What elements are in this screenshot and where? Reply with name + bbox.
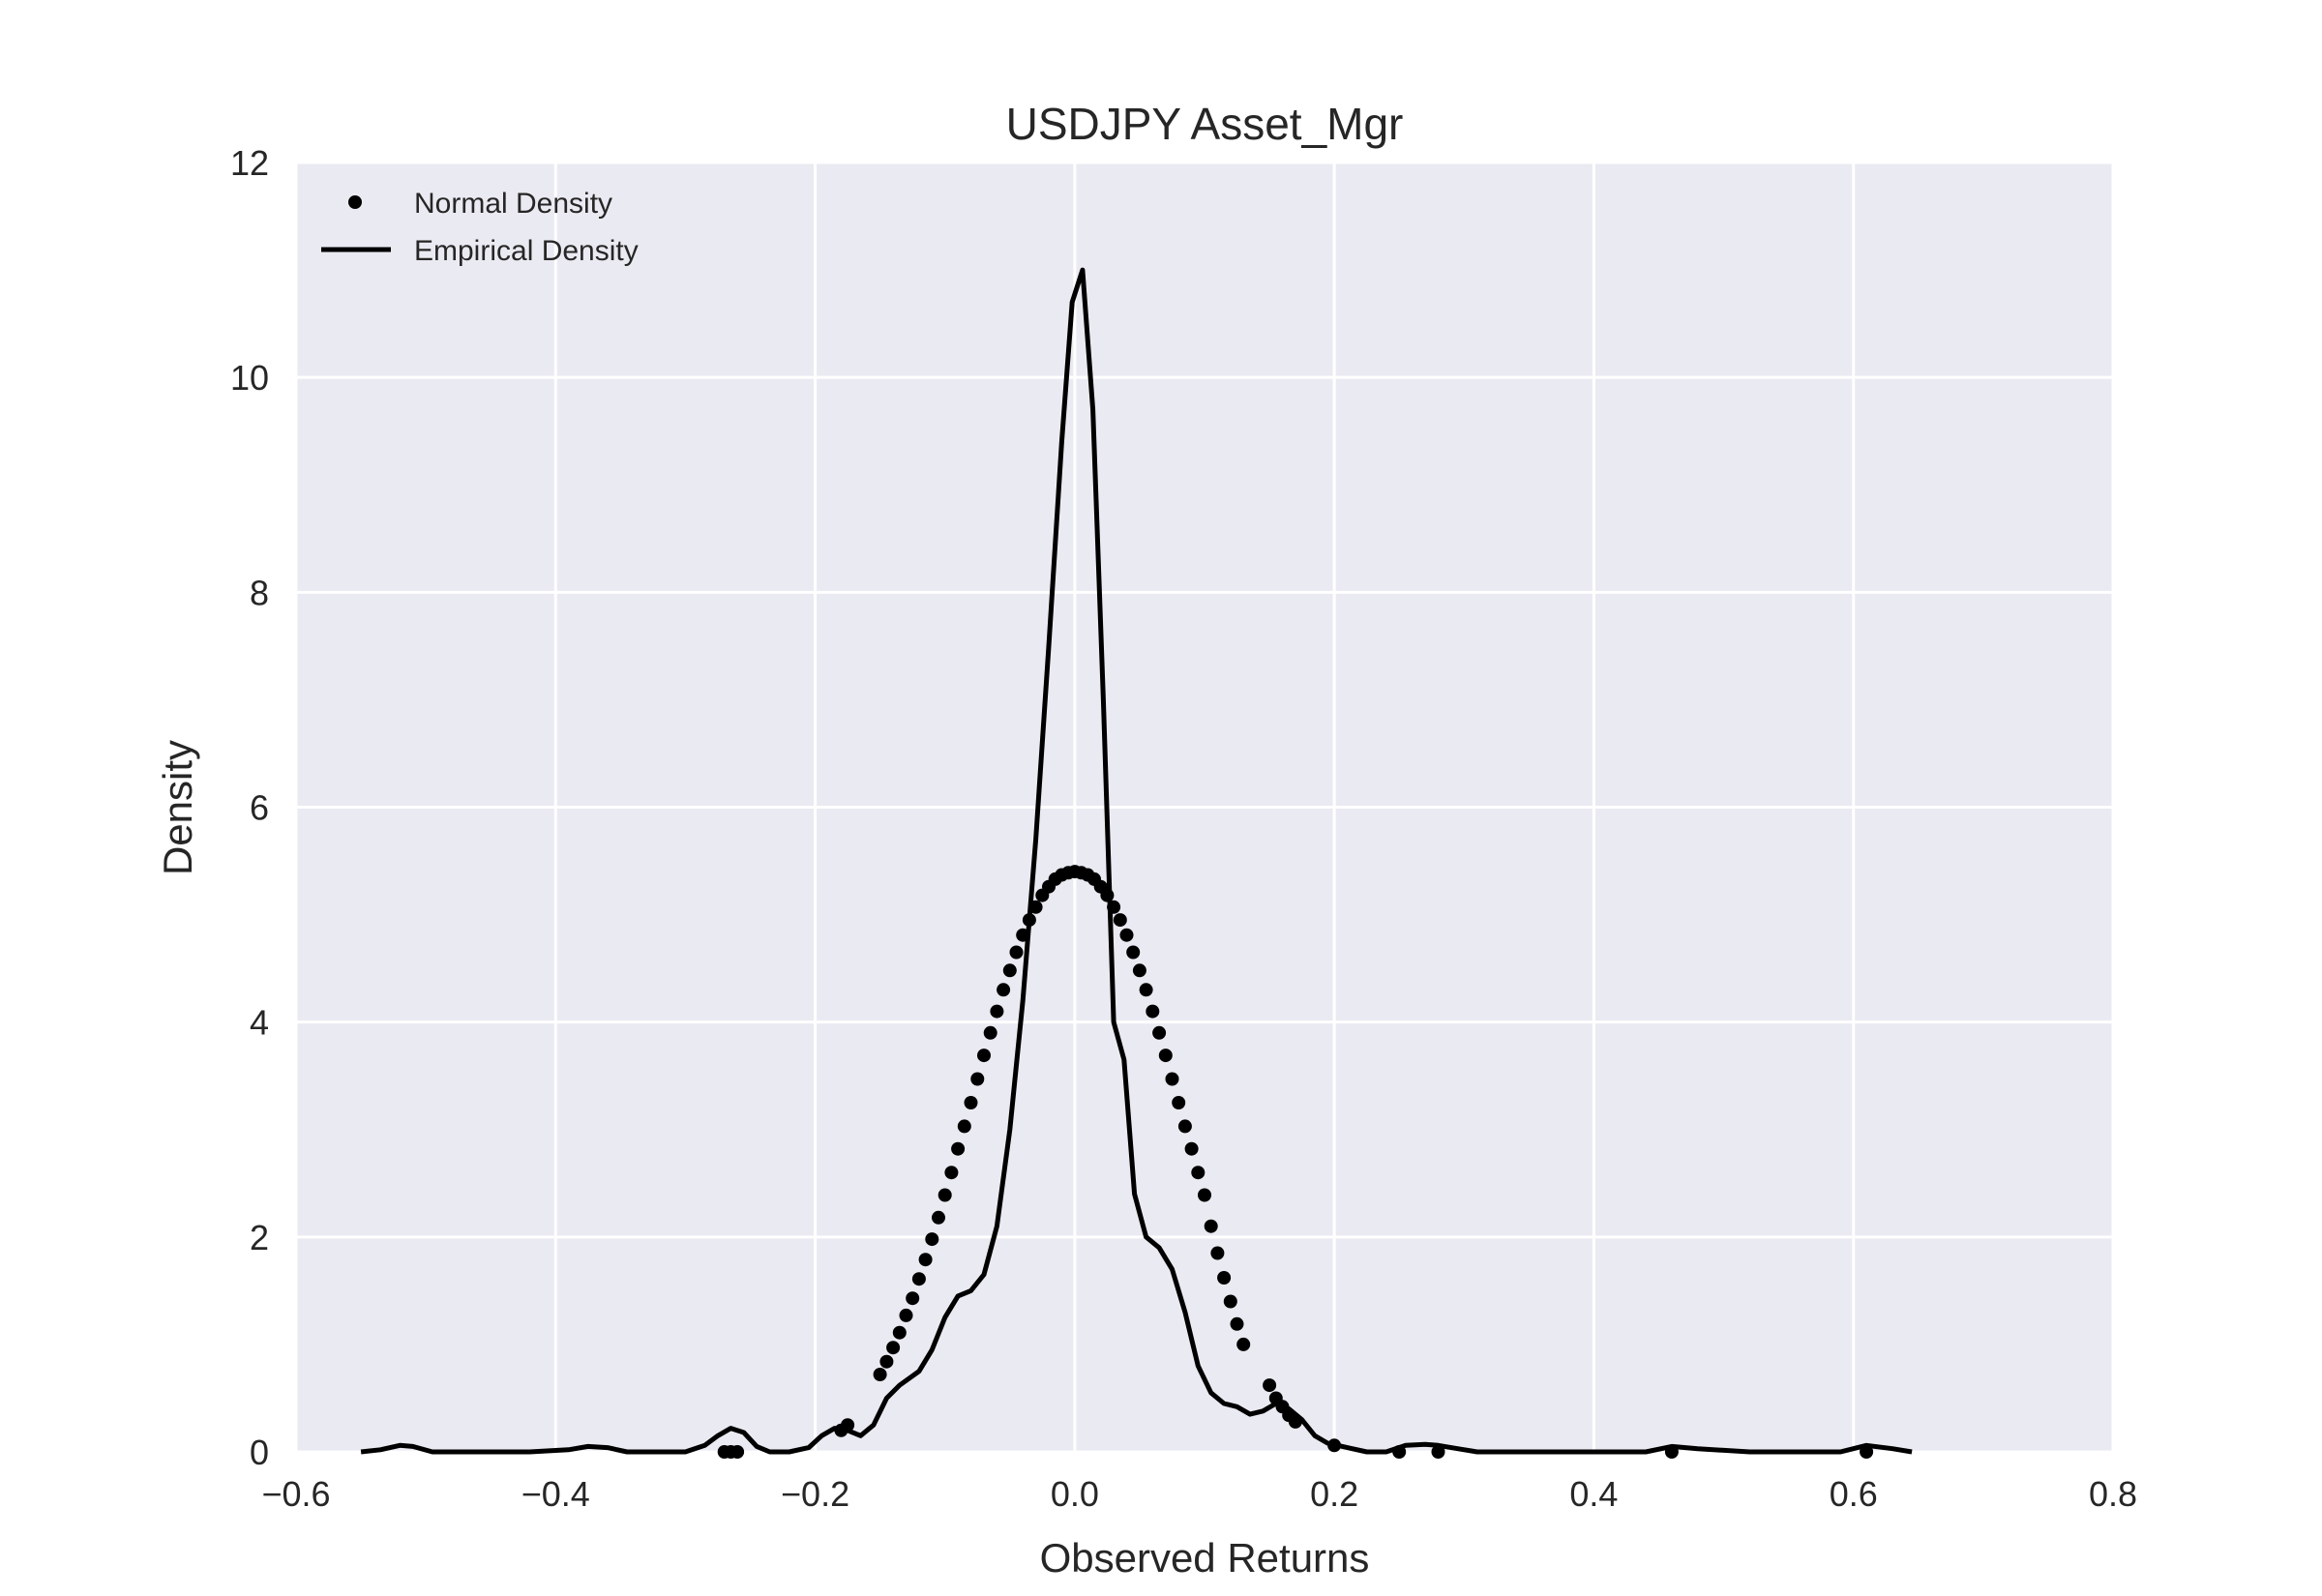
normal-density-point bbox=[841, 1418, 855, 1433]
normal-density-point bbox=[1210, 1246, 1225, 1260]
normal-density-point bbox=[1198, 1188, 1211, 1202]
normal-density-point bbox=[1263, 1378, 1277, 1393]
series-layer bbox=[360, 267, 1913, 1459]
normal-density-point bbox=[1172, 1096, 1186, 1109]
normal-density-point bbox=[1158, 1049, 1173, 1063]
normal-density-point bbox=[1177, 1119, 1192, 1134]
normal-density-point bbox=[1860, 1445, 1874, 1459]
x-axis-ticks: −0.6 −0.4 −0.2 0.0 0.2 0.4 0.6 0.8 bbox=[261, 1474, 2137, 1514]
normal-density-point bbox=[1204, 1219, 1218, 1233]
normal-density-point bbox=[730, 1445, 745, 1459]
normal-density-point bbox=[1028, 900, 1043, 914]
normal-density-point bbox=[944, 1166, 959, 1180]
x-tick-label: 0.0 bbox=[1051, 1474, 1099, 1514]
normal-density-point bbox=[1100, 888, 1115, 902]
normal-density-point bbox=[892, 1325, 907, 1340]
normal-density-point bbox=[1191, 1166, 1206, 1180]
normal-density-point bbox=[1009, 945, 1024, 960]
x-tick-label: −0.2 bbox=[781, 1474, 849, 1514]
normal-density-point bbox=[886, 1341, 901, 1355]
normal-density-point bbox=[951, 1141, 966, 1156]
normal-density-point bbox=[899, 1308, 913, 1322]
normal-density-point bbox=[1002, 963, 1017, 978]
normal-density-point bbox=[1152, 1025, 1167, 1040]
normal-density-point bbox=[906, 1291, 920, 1306]
normal-density-point bbox=[1022, 913, 1036, 928]
y-tick-label: 12 bbox=[230, 143, 269, 183]
legend-marker-normal-density bbox=[348, 195, 362, 209]
y-axis-ticks: 0 2 4 6 8 10 12 bbox=[230, 143, 269, 1472]
x-tick-label: 0.4 bbox=[1569, 1474, 1618, 1514]
normal-density-point bbox=[990, 1004, 1004, 1019]
y-tick-label: 2 bbox=[250, 1218, 269, 1257]
normal-density-point bbox=[1392, 1445, 1407, 1459]
y-tick-label: 10 bbox=[230, 358, 269, 398]
legend: Normal Density Empirical Density bbox=[321, 188, 639, 267]
x-axis-label: Observed Returns bbox=[1040, 1535, 1370, 1581]
normal-density-points bbox=[717, 865, 1874, 1459]
normal-density-point bbox=[977, 1049, 991, 1063]
normal-density-point bbox=[1107, 900, 1121, 914]
normal-density-point bbox=[983, 1025, 997, 1040]
normal-density-point bbox=[925, 1232, 939, 1247]
normal-density-point bbox=[873, 1368, 887, 1381]
x-tick-label: 0.8 bbox=[2089, 1474, 2137, 1514]
normal-density-point bbox=[1016, 928, 1030, 942]
x-tick-label: −0.4 bbox=[521, 1474, 590, 1514]
normal-density-point bbox=[1223, 1294, 1237, 1309]
x-tick-label: −0.6 bbox=[261, 1474, 330, 1514]
normal-density-point bbox=[1113, 913, 1127, 928]
normal-density-point bbox=[1230, 1316, 1244, 1331]
grid-lines bbox=[294, 161, 2115, 1454]
normal-density-point bbox=[964, 1096, 978, 1109]
normal-density-point bbox=[997, 983, 1011, 997]
normal-density-point bbox=[1146, 1004, 1160, 1019]
normal-density-point bbox=[938, 1188, 952, 1202]
normal-density-point bbox=[918, 1253, 933, 1267]
y-tick-label: 6 bbox=[250, 788, 269, 828]
normal-density-point bbox=[1664, 1445, 1679, 1459]
y-tick-label: 8 bbox=[250, 573, 269, 612]
y-tick-label: 0 bbox=[250, 1433, 269, 1472]
normal-density-point bbox=[1217, 1271, 1232, 1285]
normal-density-point bbox=[1119, 928, 1134, 942]
normal-density-point bbox=[970, 1072, 985, 1086]
y-tick-label: 4 bbox=[250, 1003, 269, 1043]
normal-density-point bbox=[1139, 983, 1153, 997]
normal-density-point bbox=[1327, 1438, 1342, 1453]
normal-density-point bbox=[957, 1119, 971, 1134]
normal-density-point bbox=[932, 1210, 945, 1225]
legend-label-empirical-density: Empirical Density bbox=[414, 235, 639, 267]
legend-label-normal-density: Normal Density bbox=[414, 188, 612, 220]
x-tick-label: 0.2 bbox=[1310, 1474, 1358, 1514]
normal-density-point bbox=[1165, 1072, 1179, 1086]
normal-density-point bbox=[1126, 945, 1141, 960]
normal-density-point bbox=[1132, 963, 1146, 978]
normal-density-point bbox=[911, 1272, 926, 1286]
normal-density-point bbox=[1431, 1445, 1445, 1459]
empirical-density-line bbox=[360, 267, 1913, 1455]
chart-title: USDJPY Asset_Mgr bbox=[1006, 99, 1404, 149]
normal-density-point bbox=[879, 1354, 894, 1369]
y-axis-label: Density bbox=[155, 740, 200, 875]
normal-density-point bbox=[1184, 1141, 1199, 1156]
normal-density-point bbox=[1288, 1414, 1302, 1429]
x-tick-label: 0.6 bbox=[1830, 1474, 1878, 1514]
normal-density-point bbox=[1236, 1337, 1251, 1351]
